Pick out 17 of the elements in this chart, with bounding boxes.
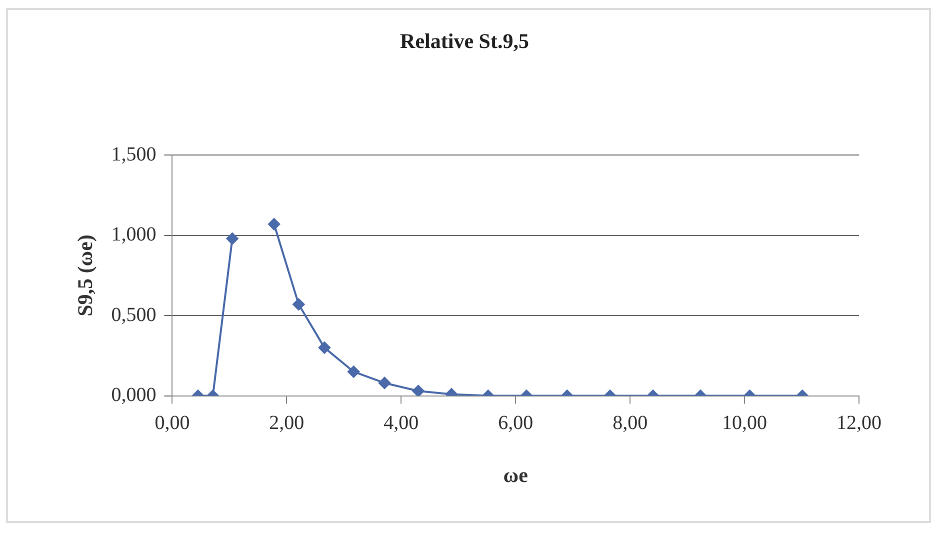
x-tick-label: 4,00 (384, 412, 419, 434)
point (268, 218, 280, 230)
x-tick-label: 2,00 (269, 412, 304, 434)
x-tick-label: 0,00 (154, 412, 190, 434)
y-tick-label: 0,000 (111, 384, 156, 406)
point (292, 298, 305, 310)
x-tick-label: 10,00 (722, 412, 768, 434)
y-axis-title: S9,5 (ωe) (73, 234, 98, 316)
x-tick-label: 6,00 (498, 412, 534, 434)
point (226, 232, 238, 245)
y-tick-label: 1,000 (111, 224, 156, 246)
x-axis-title: ωe (503, 462, 528, 487)
y-tick-label: 1,500 (111, 143, 156, 166)
x-tick-label: 12,00 (836, 412, 882, 434)
chart-title: Relative St.9,5 (400, 29, 529, 54)
x-tick-label: 8,00 (612, 412, 648, 434)
y-tick-label: 0,500 (111, 304, 156, 326)
